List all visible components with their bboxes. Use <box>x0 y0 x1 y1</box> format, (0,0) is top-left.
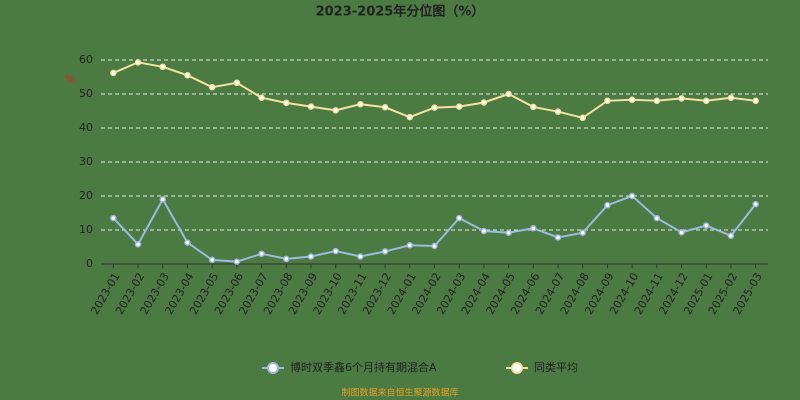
data-point <box>604 97 611 105</box>
data-point <box>357 100 364 108</box>
data-point <box>530 225 537 232</box>
data-point <box>480 227 488 235</box>
data-point <box>678 229 685 236</box>
data-point <box>332 107 339 114</box>
data-point <box>357 253 364 260</box>
data-point <box>159 196 167 203</box>
data-point <box>134 241 142 248</box>
data-point <box>208 256 216 264</box>
y-tick-label: 40 <box>79 121 93 134</box>
data-point <box>727 94 735 101</box>
data-point <box>307 103 315 110</box>
data-point <box>579 229 586 236</box>
data-point <box>752 97 759 105</box>
data-point <box>579 114 586 122</box>
data-point <box>307 253 315 260</box>
data-point <box>208 83 216 91</box>
data-point <box>381 104 389 111</box>
data-point <box>505 90 512 98</box>
data-point <box>159 63 167 71</box>
data-point <box>727 232 735 240</box>
data-point <box>283 99 290 107</box>
data-point <box>628 96 636 104</box>
y-tick-label: 50 <box>79 87 93 100</box>
data-point <box>258 94 265 101</box>
data-point <box>406 242 414 249</box>
y-tick-label: 20 <box>79 189 93 202</box>
data-point <box>184 239 191 246</box>
y-tick-label: 0 <box>86 257 93 270</box>
data-point <box>134 59 142 66</box>
data-point <box>480 99 488 106</box>
data-point <box>332 247 339 255</box>
y-axis-label: % <box>64 73 75 86</box>
data-point <box>233 258 241 265</box>
data-point <box>233 79 241 87</box>
data-point <box>283 255 290 263</box>
data-point <box>184 72 191 79</box>
data-point <box>431 104 438 111</box>
data-point <box>530 103 537 111</box>
footer: 制图数据来自恒生聚源数据库 <box>341 387 458 399</box>
data-point <box>653 214 661 222</box>
data-point <box>406 113 414 121</box>
data-point <box>702 222 710 229</box>
series-line <box>112 194 757 263</box>
data-point <box>110 69 117 77</box>
data-point <box>381 248 389 255</box>
legend-label: 博时双季鑫6个月持有期混合A <box>290 360 437 374</box>
data-point <box>752 200 759 208</box>
chart-title: 2023-2025年分位图（%） <box>316 4 485 20</box>
data-point <box>678 95 685 102</box>
data-point <box>628 192 636 200</box>
y-tick-label: 30 <box>79 155 93 168</box>
data-point <box>455 214 463 222</box>
data-point <box>554 234 562 241</box>
y-tick-label: 10 <box>79 223 93 236</box>
data-point <box>110 214 117 222</box>
data-point <box>604 201 611 209</box>
legend-marker <box>511 362 523 374</box>
data-point <box>505 229 512 236</box>
data-point <box>431 242 438 250</box>
data-point <box>653 97 661 105</box>
data-point <box>702 97 710 105</box>
y-tick-label: 60 <box>79 53 93 66</box>
data-point <box>455 103 463 110</box>
legend-label: 同类平均 <box>534 360 578 374</box>
data-point <box>258 250 265 258</box>
legend-marker <box>267 362 279 374</box>
data-point <box>554 108 562 115</box>
